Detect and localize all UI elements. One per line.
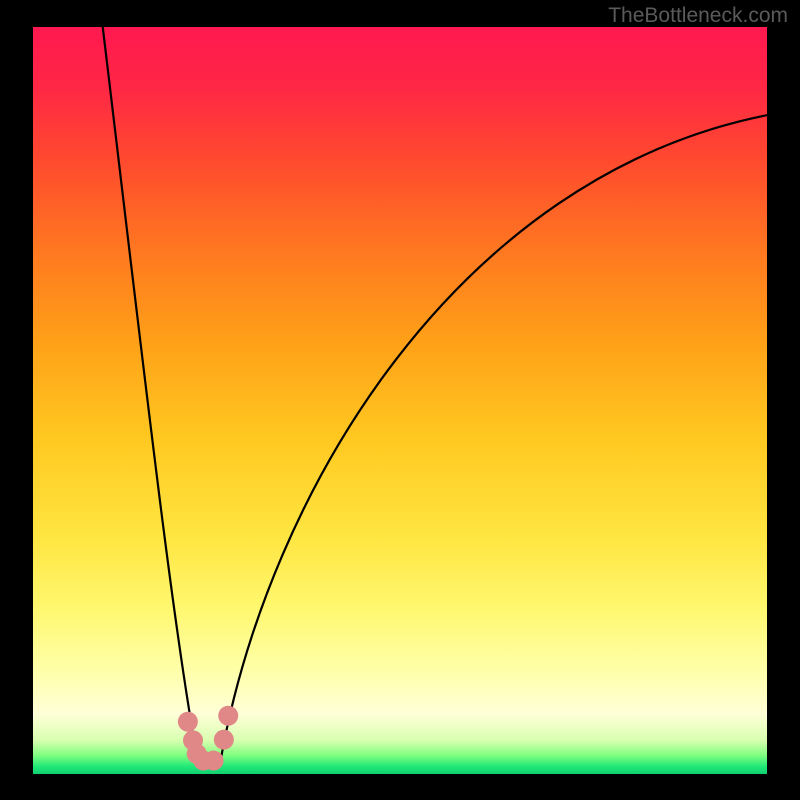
- gradient-background: [33, 27, 767, 774]
- data-marker: [204, 751, 224, 771]
- plot-area: [33, 27, 767, 774]
- data-marker: [218, 706, 238, 726]
- data-marker: [214, 730, 234, 750]
- plot-svg: [33, 27, 767, 774]
- chart-container: TheBottleneck.com: [0, 0, 800, 800]
- data-marker: [178, 712, 198, 732]
- watermark-text: TheBottleneck.com: [608, 4, 788, 28]
